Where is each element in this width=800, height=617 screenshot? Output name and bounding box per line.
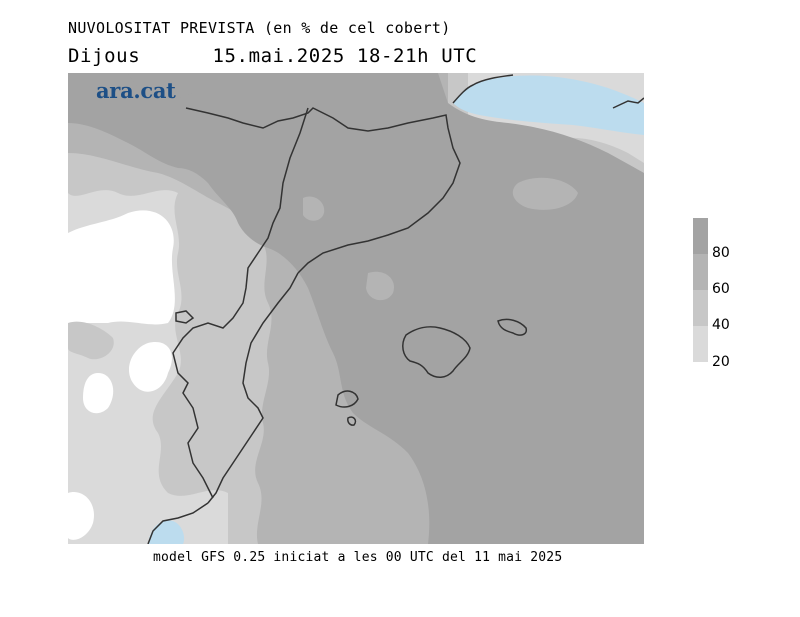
model-info-footer: model GFS 0.25 iniciat a les 00 UTC del … <box>153 550 563 565</box>
cloud-cover-map <box>68 73 644 544</box>
forecast-day: Dijous <box>68 45 141 67</box>
forecast-date-time: 15.mai.2025 18-21h UTC <box>212 45 478 67</box>
legend-swatch-60-80 <box>693 254 708 290</box>
legend-swatch-20-40 <box>693 326 708 362</box>
legend-swatch-40-60 <box>693 290 708 326</box>
chart-title: NUVOLOSITAT PREVISTA (en % de cel cobert… <box>68 19 451 37</box>
legend-label-60: 60 <box>712 281 730 297</box>
legend-label-20: 20 <box>712 354 730 370</box>
map-canvas <box>68 73 644 544</box>
legend-color-bar <box>693 218 708 362</box>
cloud-layer-80-100 <box>68 73 644 544</box>
coastlines-and-borders <box>147 74 644 544</box>
legend-swatch-80-100 <box>693 218 708 254</box>
forecast-subtitle: Dijous 15.mai.2025 18-21h UTC <box>68 45 477 67</box>
ara-cat-logo: ara.cat <box>96 78 176 103</box>
legend-label-80: 80 <box>712 245 730 261</box>
legend-label-40: 40 <box>712 317 730 333</box>
